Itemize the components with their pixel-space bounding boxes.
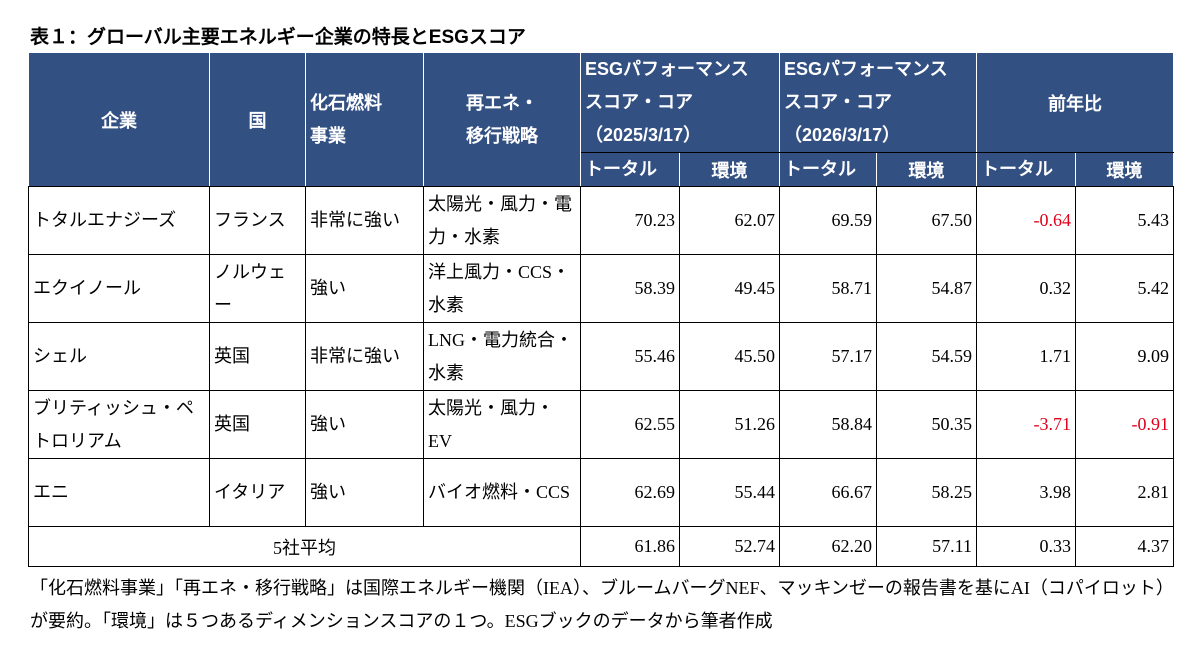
company-cell: シェル: [28, 322, 210, 391]
value-cell: 2.81: [1075, 458, 1174, 527]
value-cell: 50.35: [876, 390, 977, 459]
header-env: 環境: [679, 152, 780, 187]
value-cell: 51.26: [679, 390, 780, 459]
value-cell: -3.71: [976, 390, 1076, 459]
value-cell: 69.59: [779, 186, 877, 255]
country-cell: 英国: [209, 322, 306, 391]
esg-table: 企業 国 化石燃料 事業 再エネ・ 移行戦略 ESGパフォーマンス スコア・コア（…: [28, 52, 1174, 567]
value-cell: 3.98: [976, 458, 1076, 527]
value-cell: 62.69: [580, 458, 680, 527]
value-cell: -0.64: [976, 186, 1076, 255]
value-cell: 57.17: [779, 322, 877, 391]
fossil-cell: 非常に強い: [305, 322, 424, 391]
header-renewable: 再エネ・ 移行戦略: [423, 52, 581, 187]
country-cell: イタリア: [209, 458, 306, 527]
average-value-cell: 62.20: [779, 526, 877, 567]
value-cell: 0.32: [976, 254, 1076, 323]
company-cell: トタルエナジーズ: [28, 186, 210, 255]
company-cell: エクイノール: [28, 254, 210, 323]
value-cell: 62.07: [679, 186, 780, 255]
table-row: エニ イタリア 強い バイオ燃料・CCS 62.69 55.44 66.67 58.25 3.9…: [28, 458, 1174, 527]
header-score-2025: ESGパフォーマンス スコア・コア （2025/3/17）: [580, 52, 780, 153]
table-row: トタルエナジーズ フランス 非常に強い 太陽光・風力・電力・水素 70.23 62.07 6…: [28, 186, 1174, 255]
value-cell: 9.09: [1075, 322, 1174, 391]
fossil-cell: 強い: [305, 254, 424, 323]
average-value-cell: 52.74: [679, 526, 780, 567]
company-cell: エニ: [28, 458, 210, 527]
average-label: 5社平均: [28, 526, 581, 567]
value-cell: 54.87: [876, 254, 977, 323]
table-row: エクイノール ノルウェー 強い 洋上風力・CCS・水素 58.39 49.45 58.71 5…: [28, 254, 1174, 323]
footnote: 「化石燃料事業」「再エネ・移行戦略」は国際エネルギー機関（IEA）、ブルームバー…: [30, 578, 1174, 631]
header-env: 環境: [1075, 152, 1174, 187]
value-cell: 62.55: [580, 390, 680, 459]
value-cell: 45.50: [679, 322, 780, 391]
value-cell: 58.71: [779, 254, 877, 323]
header-company: 企業: [28, 52, 210, 187]
country-cell: 英国: [209, 390, 306, 459]
strategy-cell: LNG・電力統合・水素: [423, 322, 581, 391]
value-cell: 55.46: [580, 322, 680, 391]
value-cell: 5.43: [1075, 186, 1174, 255]
value-cell: 5.42: [1075, 254, 1174, 323]
value-cell: 49.45: [679, 254, 780, 323]
value-cell: 58.25: [876, 458, 977, 527]
value-cell: 58.84: [779, 390, 877, 459]
average-value-cell: 0.33: [976, 526, 1076, 567]
header-fossil: 化石燃料 事業: [305, 52, 424, 187]
header-yoy: 前年比: [976, 52, 1174, 153]
table-row: ブリティッシュ・ペトロリアム 英国 強い 太陽光・風力・EV 62.55 51.26 58.…: [28, 390, 1174, 459]
average-row: 5社平均 61.86 52.74 62.20 57.11 0.33 4.37: [28, 526, 1174, 567]
country-cell: ノルウェー: [209, 254, 306, 323]
header-total: トータル: [779, 152, 877, 187]
header-total: トータル: [580, 152, 680, 187]
strategy-cell: 太陽光・風力・EV: [423, 390, 581, 459]
header-country: 国: [209, 52, 306, 187]
fossil-cell: 強い: [305, 390, 424, 459]
strategy-cell: 洋上風力・CCS・水素: [423, 254, 581, 323]
country-cell: フランス: [209, 186, 306, 255]
average-value-cell: 4.37: [1075, 526, 1174, 567]
value-cell: 66.67: [779, 458, 877, 527]
table-title: 表１：グローバル主要エネルギー企業の特長とESGスコア: [30, 27, 526, 48]
strategy-cell: 太陽光・風力・電力・水素: [423, 186, 581, 255]
value-cell: 70.23: [580, 186, 680, 255]
fossil-cell: 強い: [305, 458, 424, 527]
average-value-cell: 57.11: [876, 526, 977, 567]
value-cell: 54.59: [876, 322, 977, 391]
value-cell: 1.71: [976, 322, 1076, 391]
header-total: トータル: [976, 152, 1076, 187]
strategy-cell: バイオ燃料・CCS: [423, 458, 581, 527]
value-cell: 67.50: [876, 186, 977, 255]
company-cell: ブリティッシュ・ペトロリアム: [28, 390, 210, 459]
header-score-2026: ESGパフォーマンス スコア・コア （2026/3/17）: [779, 52, 977, 153]
value-cell: 58.39: [580, 254, 680, 323]
header-env: 環境: [876, 152, 977, 187]
fossil-cell: 非常に強い: [305, 186, 424, 255]
value-cell: -0.91: [1075, 390, 1174, 459]
average-value-cell: 61.86: [580, 526, 680, 567]
value-cell: 55.44: [679, 458, 780, 527]
table-row: シェル 英国 非常に強い LNG・電力統合・水素 55.46 45.50 57.17 54.5…: [28, 322, 1174, 391]
